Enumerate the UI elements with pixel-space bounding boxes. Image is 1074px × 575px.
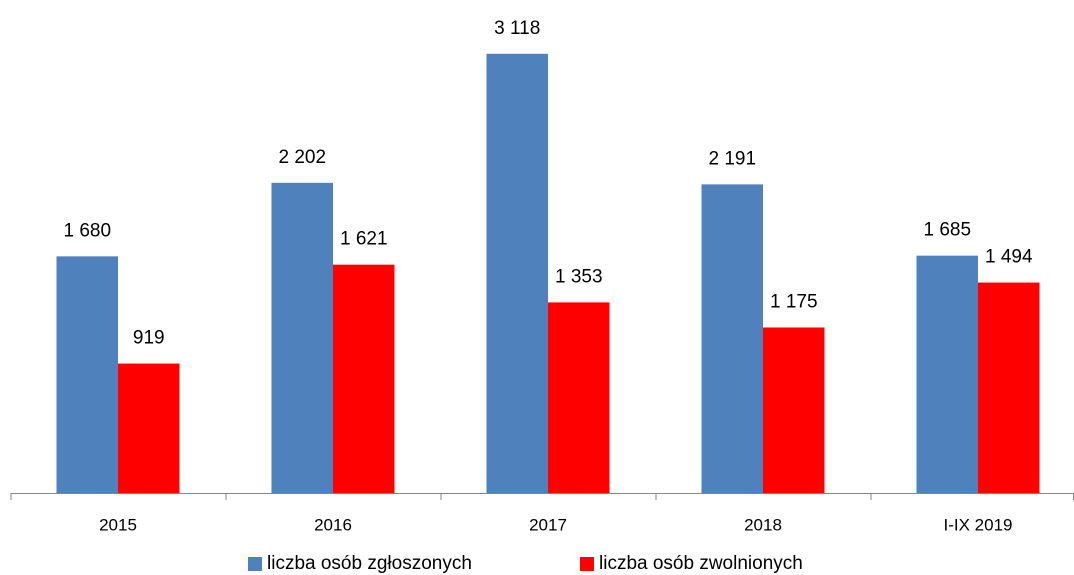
value-label: 2 191 <box>708 148 756 169</box>
value-label: 1 494 <box>985 247 1033 268</box>
bar <box>271 182 333 493</box>
bar <box>701 184 763 493</box>
value-label: 2 202 <box>278 147 326 168</box>
bar <box>56 256 118 493</box>
bar <box>548 302 610 493</box>
x-tick-label: 2018 <box>744 515 782 534</box>
bar <box>333 264 395 493</box>
value-label: 1 680 <box>63 220 111 241</box>
legend-label: liczba osób zgłoszonych <box>267 553 472 574</box>
legend-swatch <box>580 557 594 571</box>
bar <box>486 53 548 493</box>
bar <box>118 363 180 493</box>
value-label: 1 353 <box>555 266 603 287</box>
bar <box>763 327 825 493</box>
x-tick-label: 2016 <box>314 515 352 534</box>
bar <box>916 255 978 493</box>
x-tick-label: I-IX 2019 <box>944 515 1013 534</box>
x-tick-label: 2015 <box>99 515 137 534</box>
legend-swatch <box>248 557 262 571</box>
value-label: 919 <box>133 328 165 349</box>
x-tick-label: 2017 <box>529 515 567 534</box>
value-label: 3 118 <box>494 18 540 39</box>
legend-label: liczba osób zwolnionych <box>599 553 803 574</box>
bar <box>978 282 1040 493</box>
value-label: 1 175 <box>770 292 818 313</box>
value-label: 1 685 <box>923 220 971 241</box>
value-label: 1 621 <box>340 229 388 250</box>
